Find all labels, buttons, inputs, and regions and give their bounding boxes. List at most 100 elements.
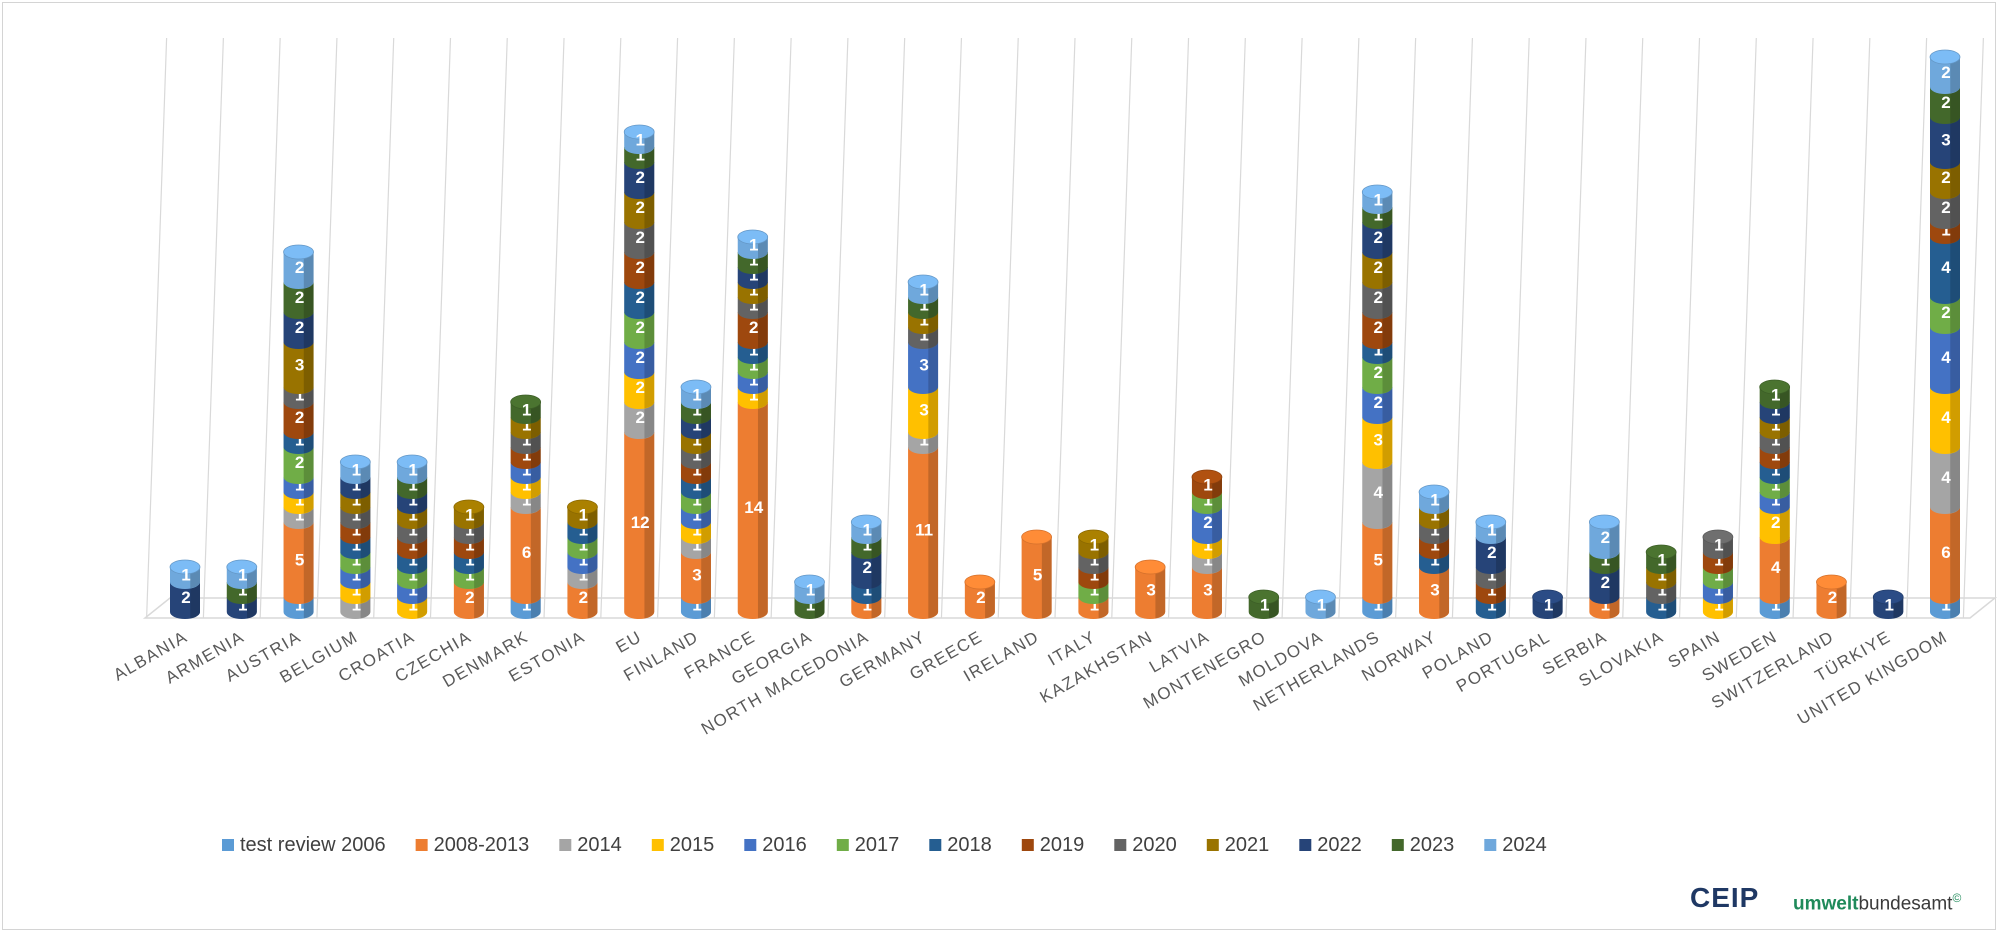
gridline	[940, 37, 963, 619]
data-label: 1	[352, 581, 361, 600]
data-label: 1	[1487, 596, 1496, 615]
bar-top-cap	[1361, 184, 1393, 200]
data-label: 2	[635, 318, 644, 337]
data-label: 1	[692, 506, 701, 525]
bar-segment-shade	[1382, 252, 1393, 289]
data-label: 2	[635, 228, 644, 247]
data-label: 1	[1374, 206, 1383, 225]
bar-top-cap	[1702, 529, 1734, 545]
bar-segment-shade	[1950, 57, 1960, 94]
data-label: 1	[522, 431, 531, 450]
bar-segment-shade	[190, 582, 200, 619]
data-label: 1	[408, 461, 417, 480]
data-label: 1	[1430, 506, 1439, 525]
gridline	[1735, 37, 1757, 619]
data-label: 1	[692, 536, 701, 555]
data-label: 1	[1090, 566, 1099, 585]
data-label: 1	[749, 266, 758, 285]
data-label: 2	[635, 168, 644, 187]
data-label: 2	[1941, 303, 1950, 322]
bar-top-cap	[1588, 514, 1620, 530]
data-label: 2	[1941, 93, 1950, 112]
data-label: 1	[352, 476, 361, 495]
bar-top-cap	[907, 274, 939, 290]
gridline	[1338, 37, 1360, 619]
data-label: 1	[1601, 551, 1610, 570]
bar-stack-24: 1	[1532, 589, 1563, 619]
bar-top-cap	[1759, 379, 1791, 395]
data-label: 2	[635, 378, 644, 397]
data-label: 1	[1771, 431, 1780, 450]
bar-segment-shade	[644, 162, 655, 199]
data-label: 4	[1941, 408, 1951, 427]
data-label: 2	[976, 588, 985, 607]
data-label: 1	[1771, 491, 1780, 510]
data-label: 1	[408, 476, 417, 495]
data-label: 1	[352, 461, 361, 480]
bar-segment-shade	[474, 582, 484, 619]
gridline	[1395, 37, 1417, 619]
data-label: 2	[1374, 228, 1383, 247]
data-label: 1	[749, 341, 758, 360]
bar-top-cap	[1305, 589, 1336, 605]
data-label: 1	[408, 551, 417, 570]
data-label: 1	[1941, 596, 1950, 615]
data-label: 1	[522, 401, 531, 420]
bar-segment-shade	[1950, 327, 1960, 394]
bar-top-cap	[1077, 529, 1109, 545]
bar-segment-shade	[1950, 447, 1960, 514]
gridline	[656, 37, 679, 619]
gridline	[600, 37, 622, 619]
data-label: 2	[635, 288, 644, 307]
data-label: 1	[1487, 566, 1496, 585]
gridline	[373, 37, 395, 619]
data-label: 3	[1941, 131, 1950, 150]
bar-stack-15: 5	[1021, 529, 1053, 619]
data-label: 1	[1430, 491, 1439, 510]
gridline	[1962, 37, 1984, 619]
gridline	[1508, 37, 1530, 619]
data-label: 1	[1771, 446, 1780, 465]
data-label: 3	[919, 401, 928, 420]
bar-segment-shade	[1836, 582, 1847, 619]
bar-stack-31: 1 6 4 4 4 2 4 1 2 2 3 2 2	[1929, 49, 1961, 619]
data-label: 1	[692, 491, 701, 510]
bar-segment-shade	[1382, 417, 1393, 469]
data-label: 1	[295, 386, 304, 405]
bar-segment-shade	[1609, 522, 1620, 559]
data-label: 1	[1430, 551, 1439, 570]
data-label: 1	[863, 581, 872, 600]
legend-swatch	[559, 839, 572, 851]
bar-top-cap	[1134, 559, 1166, 575]
data-label: 1	[692, 596, 701, 615]
data-label: 1	[749, 296, 758, 315]
data-label: 1	[352, 551, 361, 570]
bar-segment-shade	[1382, 222, 1393, 259]
data-label: 1	[1203, 536, 1212, 555]
data-label: 2	[465, 588, 474, 607]
legend-item: 2015	[651, 834, 714, 856]
data-label: 1	[1657, 596, 1666, 615]
bar-segment-shade	[303, 402, 314, 439]
bar-top-cap	[1872, 589, 1904, 605]
data-label: 1	[238, 581, 247, 600]
data-label: 4	[1941, 258, 1951, 277]
data-label: 3	[295, 356, 304, 375]
data-label: 1	[1714, 536, 1723, 555]
gridline	[259, 37, 281, 619]
data-label: 1	[522, 491, 531, 510]
data-label: 2	[1374, 258, 1383, 277]
data-label: 1	[919, 311, 928, 330]
bar-segment-shade	[1779, 537, 1790, 604]
bar-segment-shade	[1950, 87, 1960, 124]
data-label: 2	[1203, 513, 1212, 532]
bar-segment-shade	[1382, 312, 1393, 349]
data-label: 1	[919, 326, 928, 345]
data-label: 1	[749, 356, 758, 375]
